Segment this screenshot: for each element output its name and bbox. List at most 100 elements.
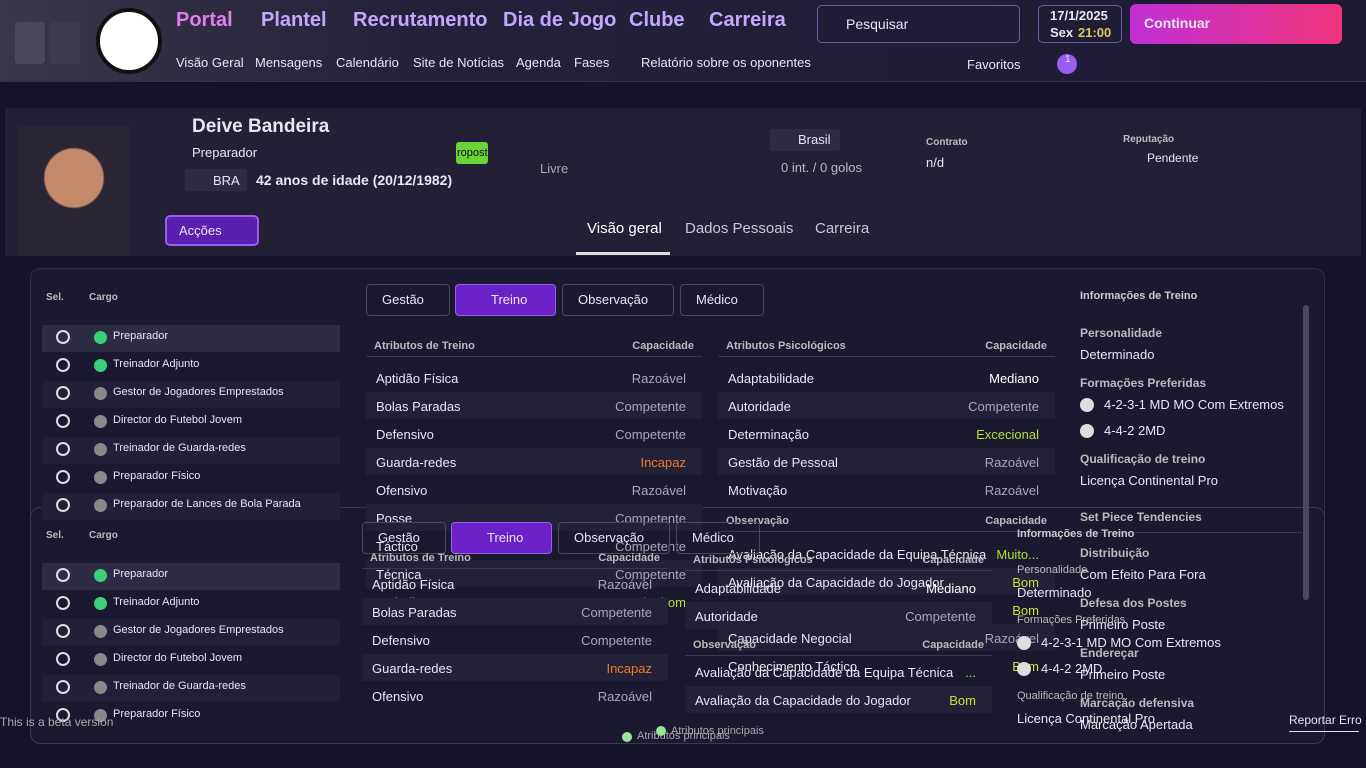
notification-badge[interactable] [1057,54,1077,74]
col-header: Sel. [46,530,64,541]
role-name[interactable]: Director do Futebol Jovem [113,414,242,426]
subtab-label[interactable]: Observação [574,530,645,545]
formation-icon [1017,636,1031,650]
profile-tab[interactable]: Carreira [815,220,870,237]
scrollbar [1303,305,1309,600]
attr-value: Competente [615,427,686,442]
role-name[interactable]: Gestor de Jogadores Emprestados [113,386,284,398]
submenu-item[interactable]: Mensagens [255,55,323,70]
report-link[interactable]: Reportar Erro [1289,713,1362,727]
role-icon [94,709,107,722]
table-header: Capacidade [985,340,1047,352]
submenu-item[interactable]: Fases [574,55,610,70]
subtab [366,284,450,316]
attr-name: Aptidão Física [376,371,459,386]
club-logo[interactable] [96,8,162,74]
attr-row [362,598,668,625]
attr-name: Ofensivo [372,689,424,704]
table-header: Atributos Psicológicos [726,340,846,352]
continue-label[interactable]: Continuar [1144,15,1211,31]
submenu-item[interactable]: Relatório sobre os oponentes [641,55,811,70]
attr-name: Avaliação da Capacidade do Jogador [728,575,944,590]
info-label: Qualificação de treino [1080,452,1206,466]
subtab-label[interactable]: Observação [578,292,649,307]
header-rule [362,568,668,569]
attr-value: Razoável [984,483,1039,498]
menu-item[interactable]: Portal [176,9,233,31]
role-name[interactable]: Gestor de Jogadores Emprestados [113,624,284,636]
info-label: Qualificação de treino [1017,690,1124,702]
role-name[interactable]: Treinador Adjunto [113,596,200,608]
favorites[interactable]: Favoritos [967,57,1021,72]
info-title: Informações de Treino [1017,528,1135,540]
info-value: Marcação Apertada [1080,717,1193,732]
radio [56,386,70,400]
subtab-label[interactable]: Gestão [378,530,420,545]
role-name[interactable]: Director do Futebol Jovem [113,652,242,664]
profile-tab[interactable]: Dados Pessoais [685,220,794,237]
menu-item[interactable]: Recrutamento [353,9,488,31]
attr-value: Razoável [631,371,686,386]
subtab-label[interactable]: Médico [696,292,738,307]
info-value: Determinado [1017,585,1092,600]
subtab-label[interactable]: Treino [487,530,524,545]
profile-tab[interactable]: Visão geral [587,220,662,237]
attr-value: Bom [1012,575,1039,590]
role-name[interactable]: Treinador Adjunto [113,358,200,370]
search-group[interactable] [817,5,1020,43]
info-rule [1080,532,1302,533]
header-rule [685,655,992,656]
submenu-item[interactable]: Calendário [336,55,399,70]
menu-item[interactable]: Carreira [709,9,786,31]
radio [56,652,70,666]
attr-row [685,602,992,629]
attr-name: Táctico [376,539,418,554]
subtab-label[interactable]: Treino [491,292,528,307]
subtab-label[interactable]: Gestão [382,292,424,307]
coach-role: Preparador [192,145,258,160]
submenu-item[interactable]: Agenda [516,55,561,70]
info-value: Com Efeito Para Fora [1080,567,1206,582]
menu-item[interactable]: Dia de Jogo [503,9,617,31]
subtab [455,284,556,316]
back-button[interactable] [15,22,45,64]
search-label[interactable]: Pesquisar [846,16,909,32]
attr-value: Bom [1012,603,1039,618]
actions-label[interactable]: Acções [179,223,222,238]
subtab [451,522,552,554]
radio [56,568,70,582]
caps: 0 int. / 0 golos [781,160,862,175]
actions-button[interactable] [165,215,259,246]
role-name[interactable]: Preparador de Lances de Bola Parada [113,498,301,510]
role-name[interactable]: Preparador [113,568,169,580]
nation-code: BRA [213,173,240,188]
beta-note: This is a beta version [0,715,114,729]
table-header: Observação [693,639,756,651]
menu-item[interactable]: Plantel [261,9,327,31]
continue-button[interactable] [1130,4,1342,44]
date-box[interactable] [1038,5,1122,43]
tab-underline [576,252,670,255]
table-header: Atributos de Treino [370,552,471,564]
role-name[interactable]: Preparador [113,330,169,342]
header-rule [366,356,702,357]
role-name[interactable]: Treinador de Guarda-redes [113,680,246,692]
table-header: Atributos de Treino [374,340,475,352]
day: Sex [1050,25,1074,40]
radio [56,414,70,428]
role-name[interactable]: Preparador Físico [113,470,201,482]
subtab-label[interactable]: Médico [692,530,734,545]
attr-row [362,654,668,681]
attr-name: Avaliação da Capacidade da Equipa Técnic… [728,547,987,562]
forward-button[interactable] [50,22,80,64]
submenu-item[interactable]: Site de Notícias [413,55,505,70]
portrait [18,126,130,256]
submenu-item[interactable]: Visão Geral [176,55,244,70]
nation-chip [770,129,840,151]
role-name[interactable]: Preparador Físico [113,708,201,720]
formation: 4-4-2 2MD [1104,423,1166,438]
menu-item[interactable]: Clube [629,9,685,31]
role-name[interactable]: Treinador de Guarda-redes [113,442,246,454]
radio [56,498,70,512]
radio [56,442,70,456]
